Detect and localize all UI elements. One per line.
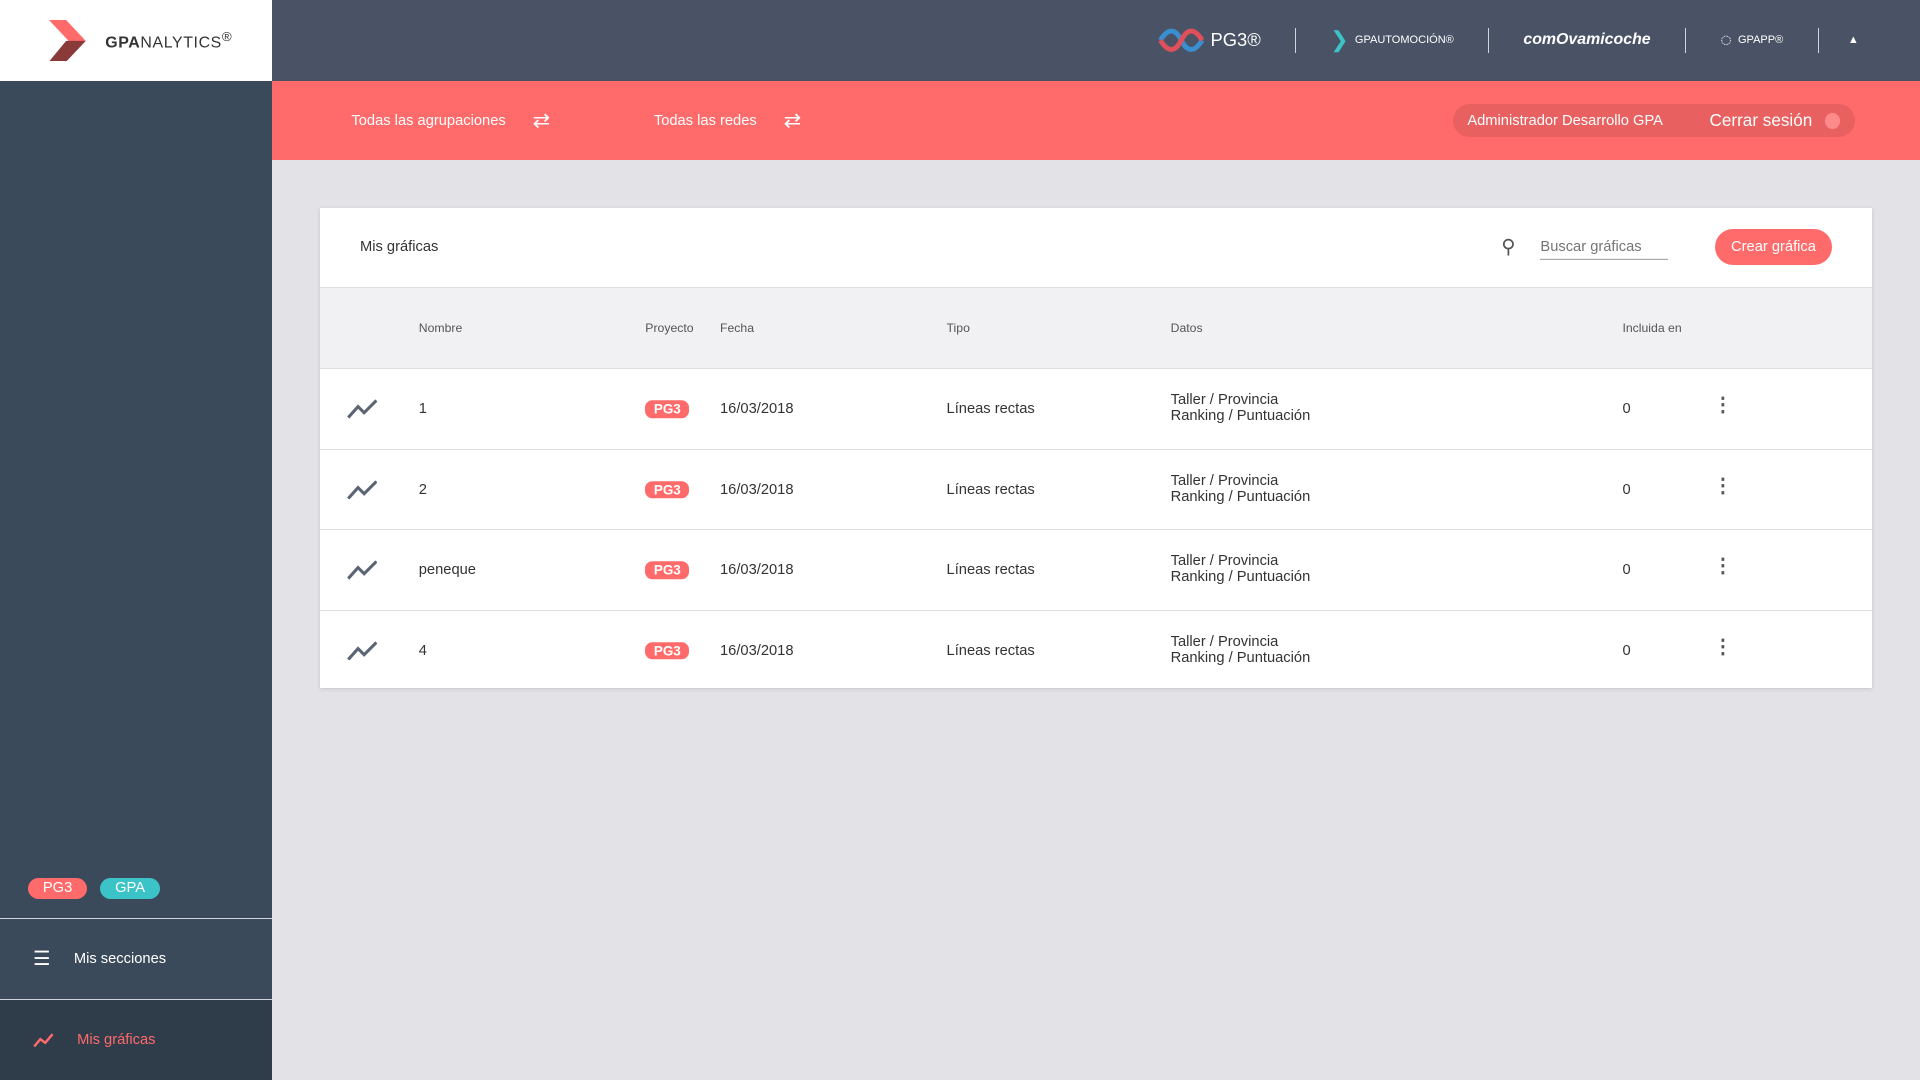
- sidebar-item-mis-graficas[interactable]: Mis gráficas: [0, 999, 272, 1080]
- chart-type: Líneas rectas: [946, 562, 1035, 579]
- chart-data: Ranking / Puntuación: [1170, 408, 1311, 425]
- table-row[interactable]: peneque PG3 16/03/2018 Líneas rectas Tal…: [319, 530, 1873, 612]
- chart-name[interactable]: 1: [418, 401, 427, 418]
- search-input[interactable]: [1540, 235, 1668, 260]
- filter-bar: Todas las agrupaciones ⇄ Todas las redes ⇄…: [271, 80, 1920, 161]
- header-proyecto[interactable]: Proyecto: [645, 320, 694, 335]
- gpa-chevron-icon: ❯: [1330, 27, 1349, 53]
- brand-gpapp[interactable]: ◌ GPAPP®: [1686, 28, 1819, 53]
- chart-type: Líneas rectas: [946, 481, 1035, 498]
- chart-data: Taller / Provincia: [1170, 633, 1279, 650]
- caret-up-icon[interactable]: ▲: [1847, 34, 1859, 47]
- chart-data: Taller / Provincia: [1170, 553, 1279, 570]
- chart-type: Líneas rectas: [946, 401, 1035, 418]
- header-fecha[interactable]: Fecha: [720, 320, 755, 335]
- chart-data: Ranking / Puntuación: [1170, 569, 1311, 586]
- project-badge: PG3: [645, 400, 690, 418]
- logout-button[interactable]: Cerrar sesión: [1710, 110, 1841, 131]
- line-chart-icon: [33, 1033, 54, 1048]
- chart-name[interactable]: peneque: [418, 562, 476, 579]
- top-bar: PG3® ❯ GPAUTOMOCIÓN® comOvamicoche ◌ GPAPP…: [271, 0, 1920, 81]
- search-icon[interactable]: ⚲: [1501, 236, 1516, 259]
- line-chart-icon: [346, 641, 378, 661]
- brand-comovamicoche[interactable]: comOvamicoche: [1489, 28, 1686, 53]
- sidebar: GPANALYTICS® PG3 GPA ☰ Mis secciones Mis…: [0, 0, 272, 1080]
- more-vert-icon[interactable]: ⋮: [1713, 635, 1733, 658]
- chart-data: Taller / Provincia: [1170, 392, 1279, 409]
- chart-date: 16/03/2018: [720, 401, 794, 418]
- sidebar-item-mis-secciones[interactable]: ☰ Mis secciones: [0, 918, 272, 998]
- header-incluida[interactable]: Incluida en: [1622, 320, 1682, 335]
- header-nombre[interactable]: Nombre: [418, 320, 463, 335]
- more-vert-icon[interactable]: ⋮: [1713, 555, 1733, 578]
- header-datos[interactable]: Datos: [1170, 320, 1203, 335]
- swap-icon[interactable]: ⇄: [783, 109, 802, 133]
- chart-date: 16/03/2018: [720, 481, 794, 498]
- card-title: Mis gráficas: [360, 239, 439, 256]
- table-header: Nombre Proyecto Fecha Tipo Datos Incluid…: [319, 287, 1873, 370]
- line-chart-icon: [346, 560, 378, 580]
- tag-gpa[interactable]: GPA: [100, 877, 160, 899]
- gpapp-icon: ◌: [1720, 28, 1732, 51]
- chart-name[interactable]: 4: [418, 642, 427, 659]
- user-pill: Administrador Desarrollo GPA Cerrar sesió…: [1452, 104, 1856, 138]
- included-count: 0: [1622, 481, 1631, 498]
- brand-gpautomocion[interactable]: ❯ GPAUTOMOCIÓN®: [1296, 27, 1490, 53]
- menu-icon: ☰: [33, 947, 51, 970]
- tag-pg3[interactable]: PG3: [28, 877, 87, 899]
- pg3-logo-icon: [1158, 28, 1205, 52]
- chart-data: Ranking / Puntuación: [1170, 488, 1311, 505]
- table-row[interactable]: 2 PG3 16/03/2018 Líneas rectas Taller / …: [319, 450, 1873, 531]
- header-tipo[interactable]: Tipo: [946, 320, 970, 335]
- table-row[interactable]: 1 PG3 16/03/2018 Líneas rectas Taller / …: [319, 369, 1873, 450]
- included-count: 0: [1622, 642, 1631, 659]
- networks-filter[interactable]: Todas las redes ⇄: [653, 109, 802, 133]
- more-vert-icon[interactable]: ⋮: [1713, 474, 1733, 497]
- charts-card: Mis gráficas ⚲ Crear gráfica Nombre Proy…: [319, 208, 1873, 692]
- project-badge: PG3: [645, 480, 690, 499]
- chart-date: 16/03/2018: [720, 562, 794, 579]
- included-count: 0: [1622, 401, 1631, 418]
- chart-date: 16/03/2018: [720, 642, 794, 659]
- chart-name[interactable]: 2: [418, 481, 427, 498]
- groupings-filter[interactable]: Todas las agrupaciones ⇄: [351, 109, 551, 133]
- chart-data: Taller / Provincia: [1170, 472, 1279, 489]
- project-badge: PG3: [645, 561, 690, 579]
- line-chart-icon: [346, 399, 378, 419]
- logo[interactable]: GPANALYTICS®: [0, 0, 272, 81]
- more-vert-icon[interactable]: ⋮: [1713, 394, 1733, 417]
- gpa-logo-icon: [48, 19, 86, 62]
- line-chart-icon: [346, 480, 378, 500]
- table-row[interactable]: 4 PG3 16/03/2018 Líneas rectas Taller / …: [319, 611, 1873, 692]
- create-chart-button[interactable]: Crear gráfica: [1715, 228, 1832, 265]
- brand-pg3[interactable]: PG3®: [1124, 28, 1297, 53]
- chart-type: Líneas rectas: [946, 642, 1035, 659]
- included-count: 0: [1622, 562, 1631, 579]
- project-badge: PG3: [645, 642, 690, 660]
- chart-data: Ranking / Puntuación: [1170, 649, 1311, 666]
- close-icon: [1824, 112, 1841, 129]
- swap-icon[interactable]: ⇄: [532, 109, 551, 133]
